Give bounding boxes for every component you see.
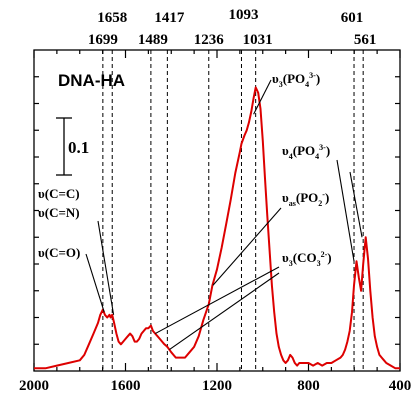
peak-label-1031: 1031 (243, 32, 273, 48)
annotation-nu4-po4: υ4(PO43-) (282, 143, 330, 161)
annotation-part: 4 (305, 80, 309, 89)
annotation-part: υ (282, 190, 289, 205)
annotation-pointers (85, 79, 363, 351)
annotation-part: 2- (321, 250, 328, 259)
annotation-part: (CO (293, 250, 317, 265)
annotation-pointer (336, 159, 355, 262)
annotation-nu-co: υ(C=O) (38, 245, 80, 260)
annotations: υ3(PO43-)υ4(PO43-)υas(PO2-)υ3(CO32-)υ(C=… (38, 71, 332, 268)
annotation-part: as (289, 199, 296, 208)
annotation-part: ) (326, 143, 330, 158)
scale-bar: 0.1 (56, 117, 89, 176)
peak-label-1093: 1093 (228, 7, 258, 23)
peak-label-601: 601 (341, 10, 364, 26)
annotation-part: ) (325, 190, 329, 205)
annotation-part: - (322, 190, 325, 199)
peak-label-1417: 1417 (154, 10, 185, 26)
annotation-part: υ(C=N) (38, 205, 80, 220)
x-tick-label-1200: 1200 (202, 378, 232, 394)
annotation-pointer (349, 171, 363, 238)
peak-label-1489: 1489 (138, 32, 168, 48)
annotation-pointer (169, 272, 280, 351)
annotation-pointer (97, 220, 115, 315)
peak-label-1699: 1699 (88, 32, 118, 48)
annotation-part: 2 (318, 199, 322, 208)
annotation-nu-cn: υ(C=N) (38, 205, 80, 220)
annotation-nu3-co3: υ3(CO32-) (282, 250, 332, 268)
axis-ticks (33, 50, 401, 371)
annotation-pointer (154, 266, 280, 335)
annotation-part: (PO (283, 71, 305, 86)
peak-label-561: 561 (354, 32, 377, 48)
annotation-part: 3- (309, 71, 316, 80)
scale-bar-label: 0.1 (68, 138, 89, 157)
annotation-pointer (212, 207, 282, 286)
annotation-part: 3 (279, 80, 283, 89)
annotation-part: (PO (293, 143, 315, 158)
annotation-part: ) (316, 71, 320, 86)
x-tick-label-400: 400 (389, 378, 412, 394)
annotation-nu-cc: υ(C=C) (38, 186, 80, 201)
annotation-nu3-po4: υ3(PO43-) (272, 71, 320, 89)
x-tick-labels: 2000 1600 1200 800 400 (19, 378, 411, 394)
annotation-nuas-po2: υas(PO2-) (282, 190, 329, 208)
annotation-part: 3 (289, 259, 293, 268)
annotation-part: (PO (296, 190, 318, 205)
annotation-part: 3 (317, 259, 321, 268)
annotation-part: υ (282, 143, 289, 158)
x-tick-label-2000: 2000 (19, 378, 49, 394)
peak-lines (102, 50, 364, 371)
spectrum-line (34, 86, 400, 370)
annotation-part: υ(C=O) (38, 245, 80, 260)
annotation-part: 4 (289, 152, 293, 161)
annotation-part: υ (272, 71, 279, 86)
annotation-pointer (253, 79, 272, 115)
annotation-part: υ (282, 250, 289, 265)
annotation-part: υ(C=C) (38, 186, 80, 201)
x-tick-label-800: 800 (297, 378, 320, 394)
annotation-part: 4 (315, 152, 319, 161)
x-tick-label-1600: 1600 (111, 378, 141, 394)
annotation-pointer (85, 253, 105, 313)
chart-title: DNA-HA (58, 71, 125, 90)
annotation-part: 3- (319, 143, 326, 152)
peak-label-1658: 1658 (97, 10, 127, 26)
annotation-part: ) (327, 250, 331, 265)
peak-label-1236: 1236 (194, 32, 225, 48)
